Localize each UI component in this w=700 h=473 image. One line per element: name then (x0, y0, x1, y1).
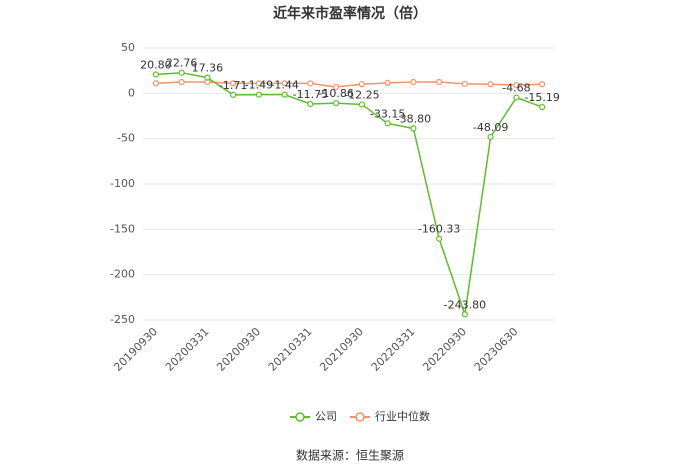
point (384, 79, 391, 87)
data-label: -1.44 (270, 79, 298, 92)
point (307, 100, 314, 108)
point (178, 78, 185, 86)
x-tick-label: 20230630 (472, 325, 521, 374)
legend-label: 行业中位数 (375, 409, 430, 423)
point (436, 235, 443, 242)
point (358, 101, 365, 108)
point (281, 80, 288, 87)
point (230, 91, 237, 98)
y-tick-label: -50 (117, 132, 135, 145)
data-label: -1.71 (219, 79, 247, 92)
series-line (155, 71, 543, 315)
y-tick-label: -150 (110, 222, 135, 235)
legend-marker (295, 412, 305, 422)
point (178, 69, 185, 76)
point (513, 82, 520, 89)
chart-title: 近年来市盈率情况（倍） (273, 5, 427, 22)
data-label: -243.80 (444, 298, 486, 311)
y-tick-label: 0 (128, 86, 135, 99)
source: 数据来源：恒生聚源 (296, 448, 404, 463)
data-label: -10.86 (318, 87, 353, 100)
point (255, 80, 262, 87)
point (152, 80, 159, 87)
point (436, 78, 443, 86)
y-tick-label: -100 (110, 177, 135, 190)
y-tick-label: 50 (121, 41, 135, 54)
x-tick-label: 20200331 (163, 325, 212, 374)
point (487, 81, 494, 88)
point (410, 78, 417, 86)
point (152, 71, 159, 78)
data-label: -1.49 (245, 79, 273, 92)
point (204, 74, 211, 81)
point (539, 104, 546, 111)
point (333, 100, 340, 107)
data-label: -4.68 (502, 82, 530, 95)
x-tick-label: 20210331 (266, 325, 315, 374)
point (358, 81, 365, 88)
data-label: 17.36 (192, 62, 224, 75)
y-tick-label: -250 (110, 313, 135, 326)
data-label: -15.19 (524, 91, 559, 104)
point (513, 94, 520, 101)
point (281, 91, 288, 98)
data-label: -160.33 (418, 223, 460, 236)
point (461, 80, 468, 87)
data-label: -12.25 (344, 88, 379, 101)
x-tick-label: 20220930 (420, 325, 469, 374)
x-tick-label: 20200930 (214, 325, 263, 374)
point (255, 91, 262, 98)
legend-label: 公司 (315, 410, 337, 423)
series-line (155, 81, 543, 88)
x-tick-label: 20210930 (317, 325, 366, 374)
legend-marker (355, 412, 365, 422)
point (539, 81, 546, 88)
x-tick-label: 20220331 (369, 325, 418, 374)
data-label: -33.15 (370, 107, 405, 120)
y-tick-label: -200 (110, 268, 135, 281)
point (307, 80, 314, 87)
data-label: -38.80 (396, 113, 431, 126)
point (230, 80, 237, 87)
point (410, 125, 417, 132)
point (487, 133, 494, 141)
point (384, 120, 391, 127)
data-label: -48.09 (473, 121, 508, 134)
data-label: -11.75 (293, 88, 328, 101)
data-label: 22.76 (166, 57, 198, 70)
x-tick-label: 20190930 (111, 325, 160, 374)
point (333, 83, 340, 91)
data-label: 20.80 (140, 58, 172, 71)
point (461, 311, 468, 318)
